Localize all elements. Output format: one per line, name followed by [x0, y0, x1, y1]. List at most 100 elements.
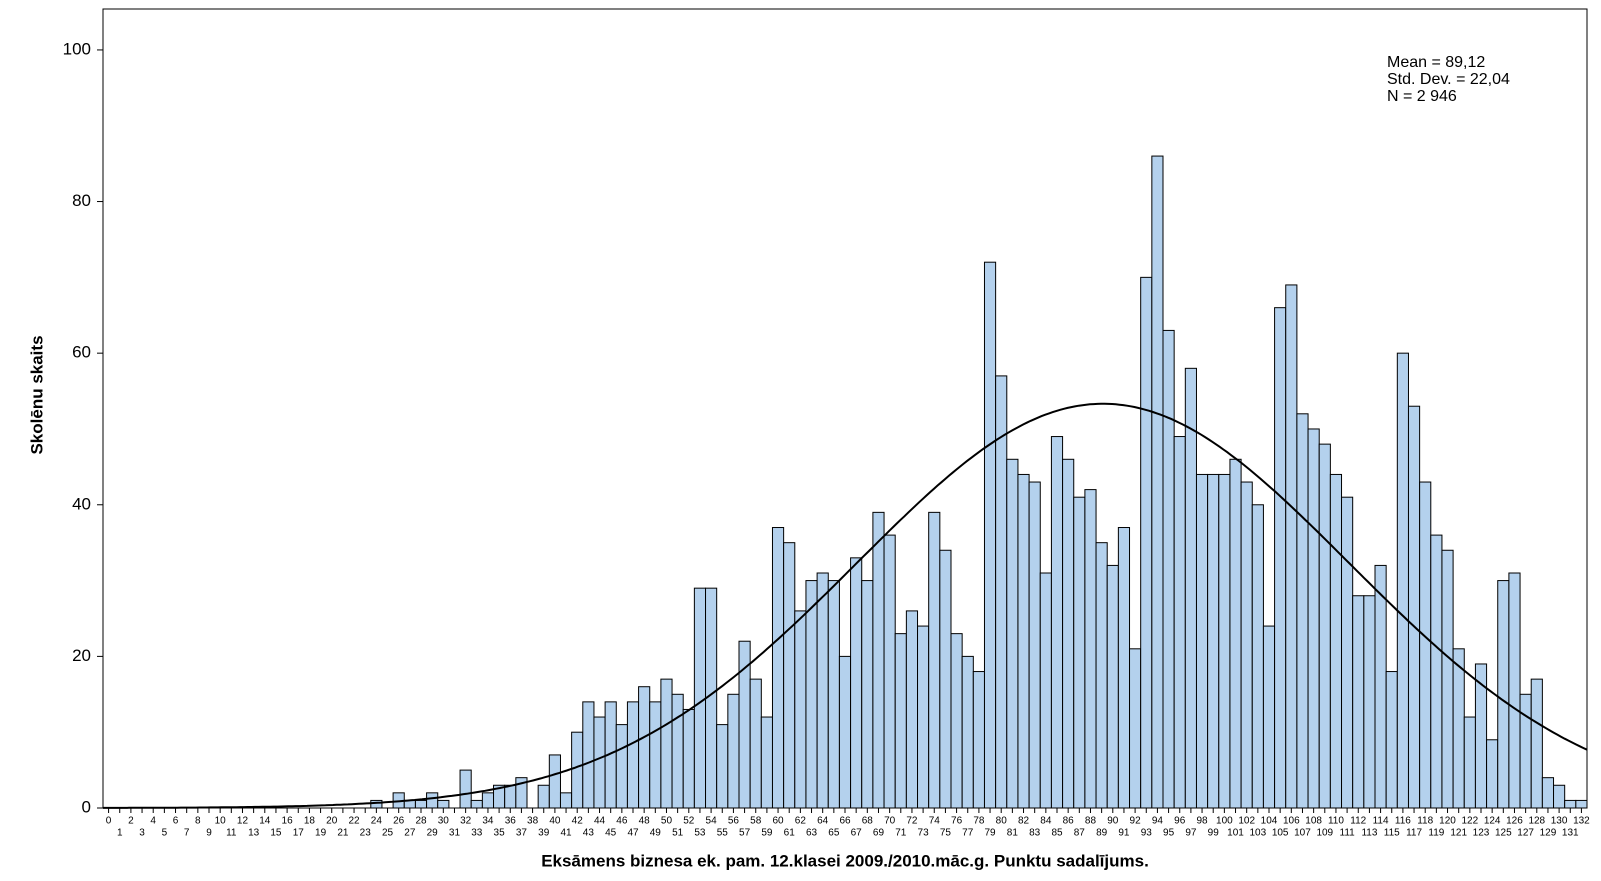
bar	[1329, 473, 1343, 809]
bar	[593, 716, 606, 809]
x-tick-label: 89	[1096, 828, 1108, 839]
bar	[961, 655, 974, 809]
x-tick-label: 49	[650, 828, 662, 839]
x-tick-label: 21	[337, 828, 349, 839]
x-tick-label: 72	[906, 816, 918, 827]
bar	[1173, 436, 1186, 809]
x-tick-label: 38	[527, 816, 539, 827]
x-tick-label: 96	[1174, 816, 1186, 827]
x-tick-label: 4	[150, 816, 156, 827]
x-tick-label: 68	[862, 816, 874, 827]
x-tick-label: 12	[237, 816, 249, 827]
x-tick-label: 73	[918, 828, 930, 839]
x-tick-label: 122	[1461, 816, 1478, 827]
x-tick-label: 19	[315, 828, 327, 839]
x-tick-label: 126	[1506, 816, 1523, 827]
bar	[660, 678, 673, 809]
x-tick-label: 0	[106, 816, 112, 827]
x-tick-label: 82	[1018, 816, 1030, 827]
x-tick-label: 29	[427, 828, 439, 839]
x-tick-label: 24	[371, 816, 383, 827]
x-tick-label: 98	[1196, 816, 1208, 827]
x-tick-label: 87	[1074, 828, 1086, 839]
x-tick-label: 63	[806, 828, 818, 839]
x-tick-label: 67	[851, 828, 863, 839]
x-tick-label: 40	[549, 816, 561, 827]
x-tick-label: 80	[996, 816, 1008, 827]
x-tick-label: 62	[795, 816, 807, 827]
bar	[1385, 671, 1398, 809]
bar	[548, 754, 561, 809]
bar	[1218, 473, 1231, 809]
bar	[995, 375, 1008, 809]
x-tick-label: 10	[215, 816, 227, 827]
x-tick-label: 116	[1395, 816, 1411, 827]
bar	[1106, 564, 1119, 809]
x-tick-label: 110	[1328, 816, 1344, 827]
x-tick-label: 101	[1227, 828, 1244, 839]
bar	[1519, 693, 1532, 809]
x-tick-label: 43	[583, 828, 595, 839]
bar	[950, 633, 963, 809]
bar	[671, 693, 684, 809]
bar	[481, 792, 495, 809]
bar	[838, 655, 852, 809]
x-tick-label: 53	[694, 828, 706, 839]
bar	[983, 261, 997, 809]
x-tick-label: 132	[1573, 816, 1590, 827]
x-tick-label: 23	[360, 828, 372, 839]
x-tick-label: 92	[1130, 816, 1142, 827]
bar	[1575, 799, 1588, 809]
x-tick-label: 93	[1141, 828, 1153, 839]
x-tick-label: 90	[1107, 816, 1119, 827]
bar	[1039, 572, 1052, 809]
x-tick-label: 70	[884, 816, 896, 827]
x-tick-label: 27	[404, 828, 416, 839]
x-tick-label: 76	[951, 816, 963, 827]
bar	[905, 610, 919, 809]
bar	[1441, 549, 1454, 809]
x-tick-label: 112	[1350, 816, 1366, 827]
x-tick-label: 88	[1085, 816, 1097, 827]
x-tick-label: 22	[348, 816, 360, 827]
x-tick-label: 56	[728, 816, 740, 827]
x-tick-label: 125	[1495, 828, 1512, 839]
bar	[1541, 777, 1555, 809]
bar	[582, 701, 595, 809]
x-tick-label: 66	[839, 816, 851, 827]
x-tick-label: 8	[195, 816, 201, 827]
x-tick-label: 64	[817, 816, 829, 827]
x-tick-label: 107	[1294, 828, 1311, 839]
bar	[470, 799, 483, 809]
bar	[850, 557, 863, 809]
x-tick-label: 129	[1540, 828, 1557, 839]
x-tick-label: 84	[1040, 816, 1052, 827]
bar	[928, 511, 941, 809]
bar	[682, 708, 695, 809]
bar	[1129, 648, 1142, 809]
x-tick-label: 32	[460, 816, 472, 827]
x-tick-label: 117	[1406, 828, 1422, 839]
x-tick-label: 20	[326, 816, 338, 827]
x-tick-label: 54	[706, 816, 718, 827]
x-tick-label: 16	[282, 816, 294, 827]
bar	[1564, 799, 1577, 809]
bar	[426, 792, 439, 809]
bar	[816, 572, 829, 809]
x-tick-label: 77	[962, 828, 974, 839]
x-tick-label: 17	[293, 828, 305, 839]
x-tick-label: 85	[1051, 828, 1063, 839]
x-tick-label: 124	[1484, 816, 1501, 827]
x-tick-label: 86	[1063, 816, 1075, 827]
bar	[649, 701, 662, 809]
bar	[1419, 481, 1432, 809]
bar	[1229, 458, 1242, 809]
x-tick-label: 14	[259, 816, 271, 827]
x-tick-label: 1	[117, 828, 123, 839]
bar	[1195, 473, 1209, 809]
x-tick-label: 61	[784, 828, 796, 839]
x-tick-label: 114	[1373, 816, 1389, 827]
x-tick-label: 42	[572, 816, 584, 827]
bar	[1486, 739, 1499, 809]
bar	[1162, 329, 1175, 809]
